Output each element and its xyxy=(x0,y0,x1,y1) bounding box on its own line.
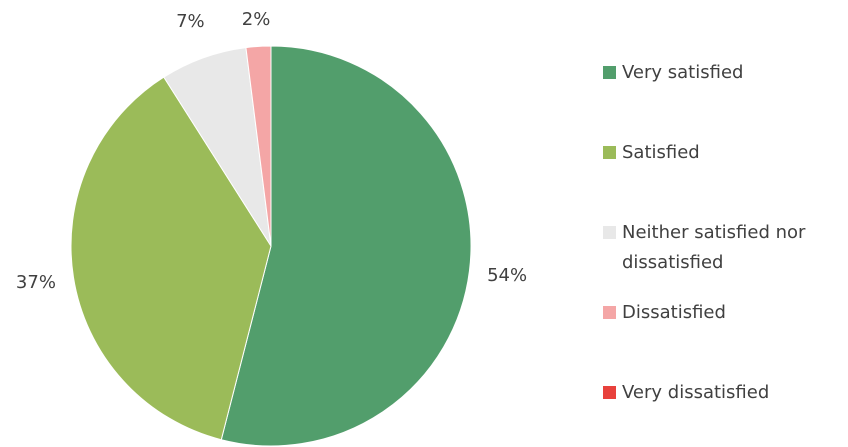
pie-slice xyxy=(220,45,472,447)
legend-swatch xyxy=(603,386,616,399)
legend-swatch xyxy=(603,226,616,239)
legend-label: Very satisfied xyxy=(622,62,744,83)
legend-label: Neither satisfied nor dissatisfied xyxy=(622,222,806,273)
legend-item: Satisfied xyxy=(603,138,843,218)
legend-item: Very satisfied xyxy=(603,58,843,138)
pie-slice xyxy=(245,45,272,247)
legend-label: Dissatisfied xyxy=(622,302,726,323)
data-label: 2% xyxy=(242,9,271,30)
legend-swatch xyxy=(603,146,616,159)
legend: Very satisfied Satisfied Neither satisfied… xyxy=(603,58,843,447)
legend-swatch xyxy=(603,66,616,79)
data-label: 54% xyxy=(487,265,527,286)
data-label: 37% xyxy=(16,272,56,293)
legend-swatch xyxy=(603,306,616,319)
legend-item: Neither satisfied nor dissatisfied xyxy=(603,218,843,298)
data-label: 7% xyxy=(176,11,205,32)
legend-label: Very dissatisfied xyxy=(622,382,770,403)
legend-item: Very dissatisfied xyxy=(603,378,843,447)
legend-label: Satisfied xyxy=(622,142,700,163)
legend-item: Dissatisfied xyxy=(603,298,843,378)
